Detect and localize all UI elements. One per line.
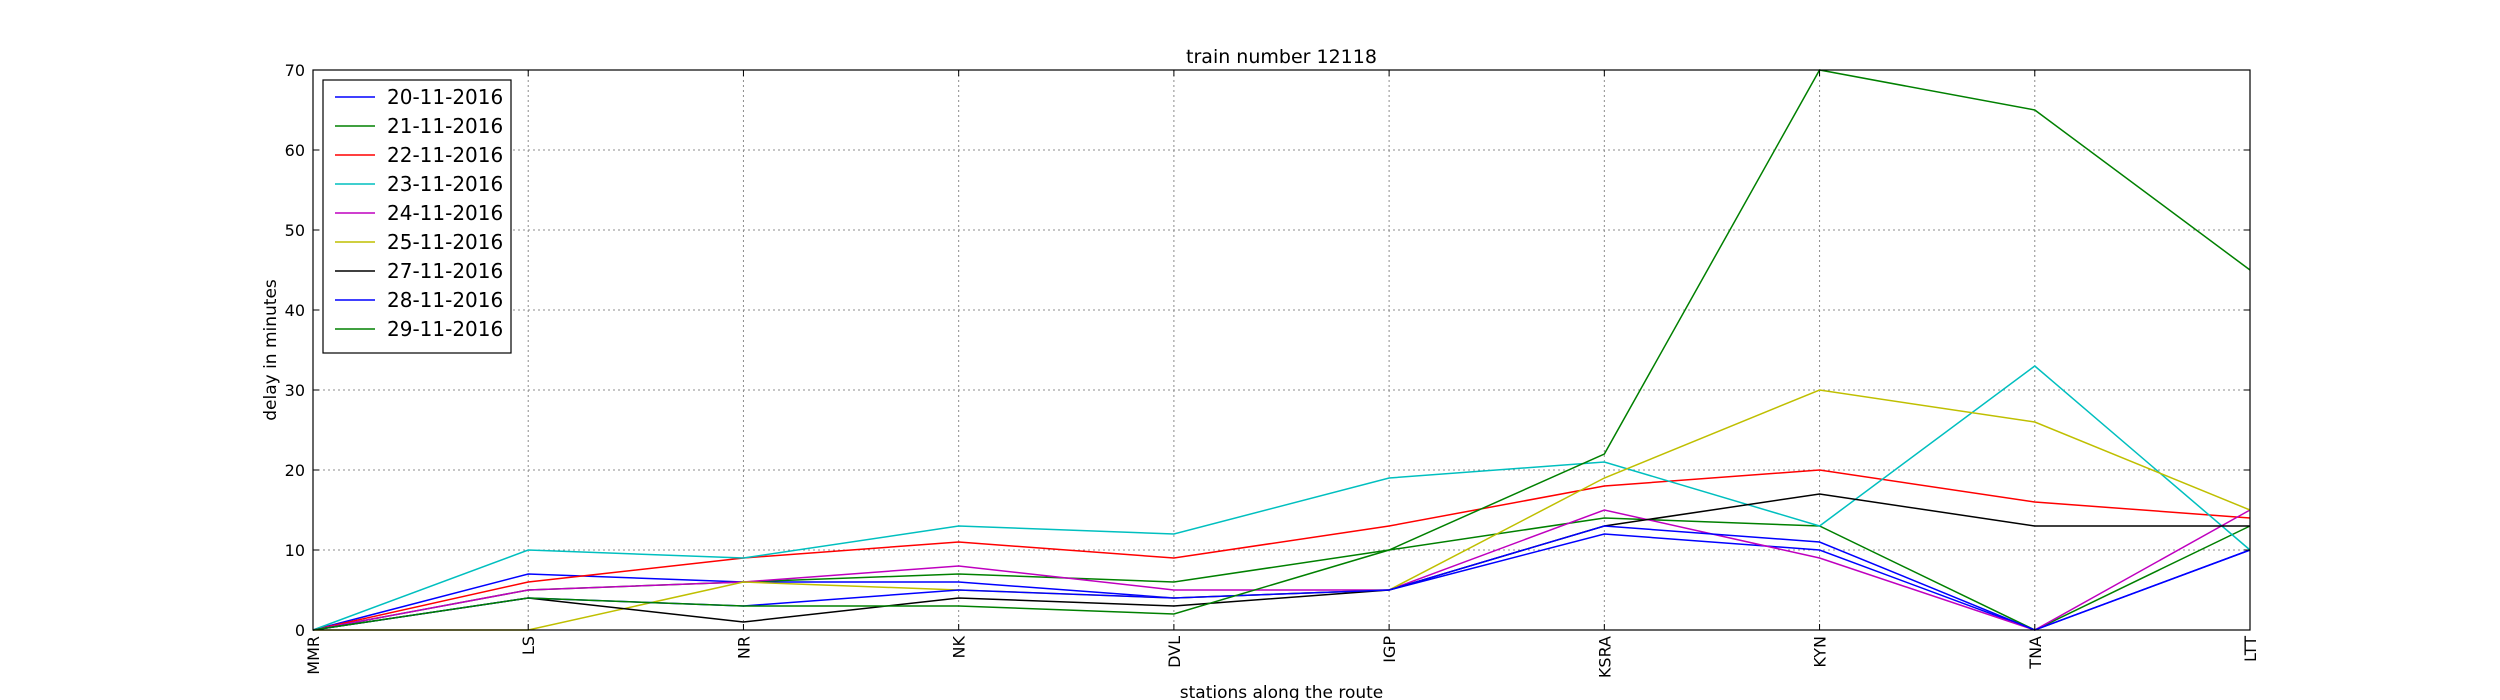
series-line [312, 509, 2251, 631]
series-lines [312, 69, 2251, 631]
legend-entry: 21-11-2016 [387, 114, 503, 138]
x-tick-label: KYN [1811, 636, 1830, 668]
legend-entry: 23-11-2016 [387, 172, 503, 196]
y-axis-label: delay in minutes [261, 279, 281, 421]
legend-entry: 20-11-2016 [387, 85, 503, 109]
series-line [312, 469, 2251, 631]
y-tick-label: 30 [285, 381, 305, 400]
legend-entry: 22-11-2016 [387, 143, 503, 167]
series-line [312, 69, 2251, 631]
legend-entry: 27-11-2016 [387, 259, 503, 283]
y-tick-label: 0 [295, 621, 305, 640]
x-tick-label: KSRA [1595, 636, 1614, 678]
legend-entry: 24-11-2016 [387, 201, 503, 225]
legend-entry: 25-11-2016 [387, 230, 503, 254]
x-tick-label: NR [734, 636, 753, 659]
chart-title: train number 12118 [1186, 46, 1377, 68]
y-tick-label: 10 [285, 541, 305, 560]
grid-lines [312, 69, 2251, 631]
x-tick-label: LS [519, 636, 538, 655]
y-tick-label: 50 [285, 221, 305, 240]
x-tick-label: IGP [1380, 636, 1399, 663]
series-line [312, 365, 2251, 631]
x-tick-label: DVL [1165, 636, 1184, 668]
x-tick-label: LTT [2241, 636, 2260, 662]
y-tick-label: 20 [285, 461, 305, 480]
y-tick-label: 70 [285, 61, 305, 80]
x-tick-label: MMR [304, 636, 323, 675]
x-tick-label: TNA [2026, 636, 2045, 670]
y-tick-label: 40 [285, 301, 305, 320]
y-tick-label: 60 [285, 141, 305, 160]
legend-entry: 29-11-2016 [387, 317, 503, 341]
legend: 20-11-2016 21-11-2016 22-11-2016 23-11-2016… [322, 79, 512, 354]
axis-ticks: MMR LS NR NK DVL IGP KSRA KYN TNA LTT 0 10 20 30 40 50 6… [285, 61, 2260, 678]
legend-entry: 28-11-2016 [387, 288, 503, 312]
series-line [312, 493, 2250, 631]
x-tick-label: NK [950, 636, 969, 659]
plot-area-frame [312, 69, 2251, 631]
x-axis-label: stations along the route [1180, 683, 1384, 700]
